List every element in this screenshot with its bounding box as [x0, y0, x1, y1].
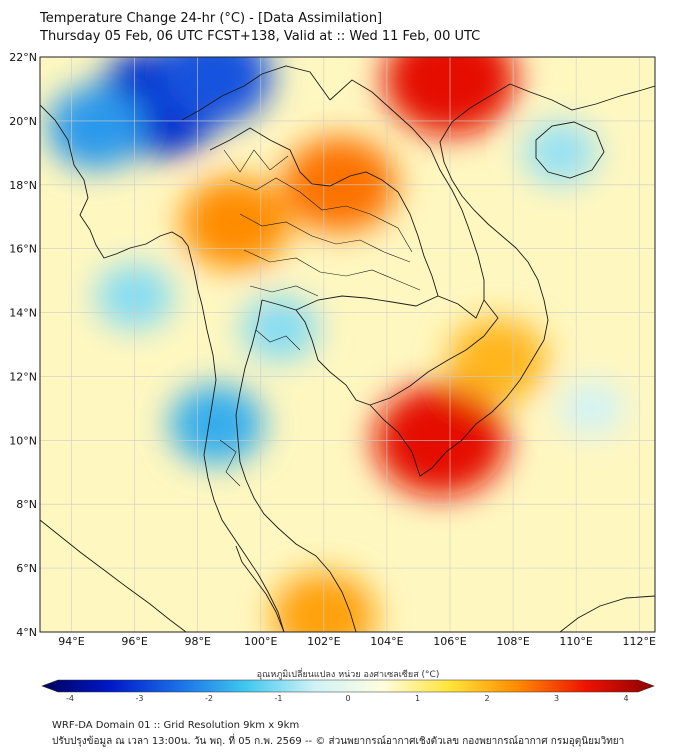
footer-model-info: WRF-DA Domain 01 :: Grid Resolution 9km … — [52, 720, 300, 731]
coastline-hainan — [535, 121, 605, 179]
anomaly-cold-peninsula — [169, 384, 264, 465]
lat-label: 18°N — [9, 179, 37, 192]
country-borders-and-coastlines — [40, 65, 655, 632]
coastline-borneo — [559, 595, 655, 632]
lon-label: 106°E — [433, 635, 466, 648]
coastline-gulf-head — [261, 299, 371, 406]
colorbar-tick-label: 1 — [415, 694, 420, 703]
lat-label: 20°N — [9, 115, 37, 128]
coastline-malaysia — [235, 545, 285, 632]
lon-label: 102°E — [307, 635, 340, 648]
lat-label: 22°N — [9, 51, 37, 64]
colorbar-tick-label: -2 — [205, 694, 213, 703]
anomaly-cold-bay-of-bengal — [47, 85, 147, 170]
colorbar-tick-label: 2 — [484, 694, 489, 703]
coastline-andaman-peninsula — [187, 245, 285, 632]
border-cambodia-vietnam — [369, 299, 499, 406]
lon-label: 96°E — [121, 635, 147, 648]
anomaly-cold-gulf — [240, 295, 319, 362]
colorbar-tick-label: -4 — [66, 694, 74, 703]
colorbar-ticks: -4 -3 -2 -1 0 1 2 3 4 — [66, 694, 629, 703]
colorbar-tick-label: 3 — [554, 694, 559, 703]
latitude-labels: 22°N 20°N 18°N 16°N 14°N 12°N 10°N 8°N 6°N 4°N — [9, 51, 37, 639]
lon-label: 110°E — [559, 635, 592, 648]
colorbar-tick-label: 4 — [623, 694, 628, 703]
anomaly-cold-northeast-myanmar — [155, 57, 272, 126]
coastline-tonkin-china — [509, 83, 655, 111]
coastline-vietnam-east — [439, 83, 549, 341]
colorbar-strip — [41, 679, 655, 693]
colorbar-tick-label: 0 — [345, 694, 350, 703]
lon-label: 98°E — [184, 635, 210, 648]
lon-label: 104°E — [370, 635, 403, 648]
border-thailand-laos — [209, 127, 439, 297]
anomaly-cold-hainan — [522, 120, 598, 185]
anomaly-cold-south-china-sea — [559, 380, 625, 437]
lat-label: 14°N — [9, 307, 37, 320]
colorbar-tick-label: -3 — [136, 694, 144, 703]
lon-label: 108°E — [496, 635, 529, 648]
colorbar-tick-label: -1 — [275, 694, 283, 703]
colorbar-label: อุณหภูมิเปลี่ยนแปลง หน่วย องศาเซลเซียส (… — [257, 667, 440, 680]
footer-credit: ปรับปรุงข้อมูล ณ เวลา 13:00น. วัน พฤ. ที… — [52, 736, 625, 747]
longitude-labels: 94°E 96°E 98°E 100°E 102°E 104°E 106°E 108°E 110… — [58, 635, 656, 648]
border-laos-vietnam — [329, 79, 485, 300]
lat-label: 12°N — [9, 370, 37, 383]
border-myanmar-thailand-north — [181, 65, 331, 121]
lat-label: 16°N — [9, 243, 37, 256]
coastline-cambodia-vietnam-south — [369, 339, 545, 477]
anomaly-warm-southern-vietnam — [447, 318, 547, 403]
internal-borders — [219, 149, 421, 487]
lat-label: 10°N — [9, 434, 37, 447]
colorbar: อุณหภูมิเปลี่ยนแปลง หน่วย องศาเซลเซียส (… — [41, 667, 655, 703]
anomaly-warm-north-thailand — [181, 177, 290, 270]
lon-label: 100°E — [244, 635, 277, 648]
border-cambodia-thailand — [295, 295, 485, 319]
coastline-gulf-west — [235, 299, 357, 632]
coastline-myanmar-west — [40, 104, 189, 259]
temperature-anomaly-areas — [47, 57, 625, 632]
lon-label: 112°E — [623, 635, 656, 648]
temperature-field — [40, 57, 655, 632]
lat-label: 8°N — [16, 498, 37, 511]
plot-frame — [39, 56, 656, 633]
map-subtitle: Thursday 05 Feb, 06 UTC FCST+138, Valid … — [40, 29, 481, 44]
lat-label: 6°N — [16, 562, 37, 575]
coastline-sumatra — [40, 519, 187, 632]
map-title: Temperature Change 24-hr (°C) - [Data As… — [40, 11, 383, 26]
lon-label: 94°E — [58, 635, 84, 648]
lat-label: 4°N — [16, 626, 37, 639]
